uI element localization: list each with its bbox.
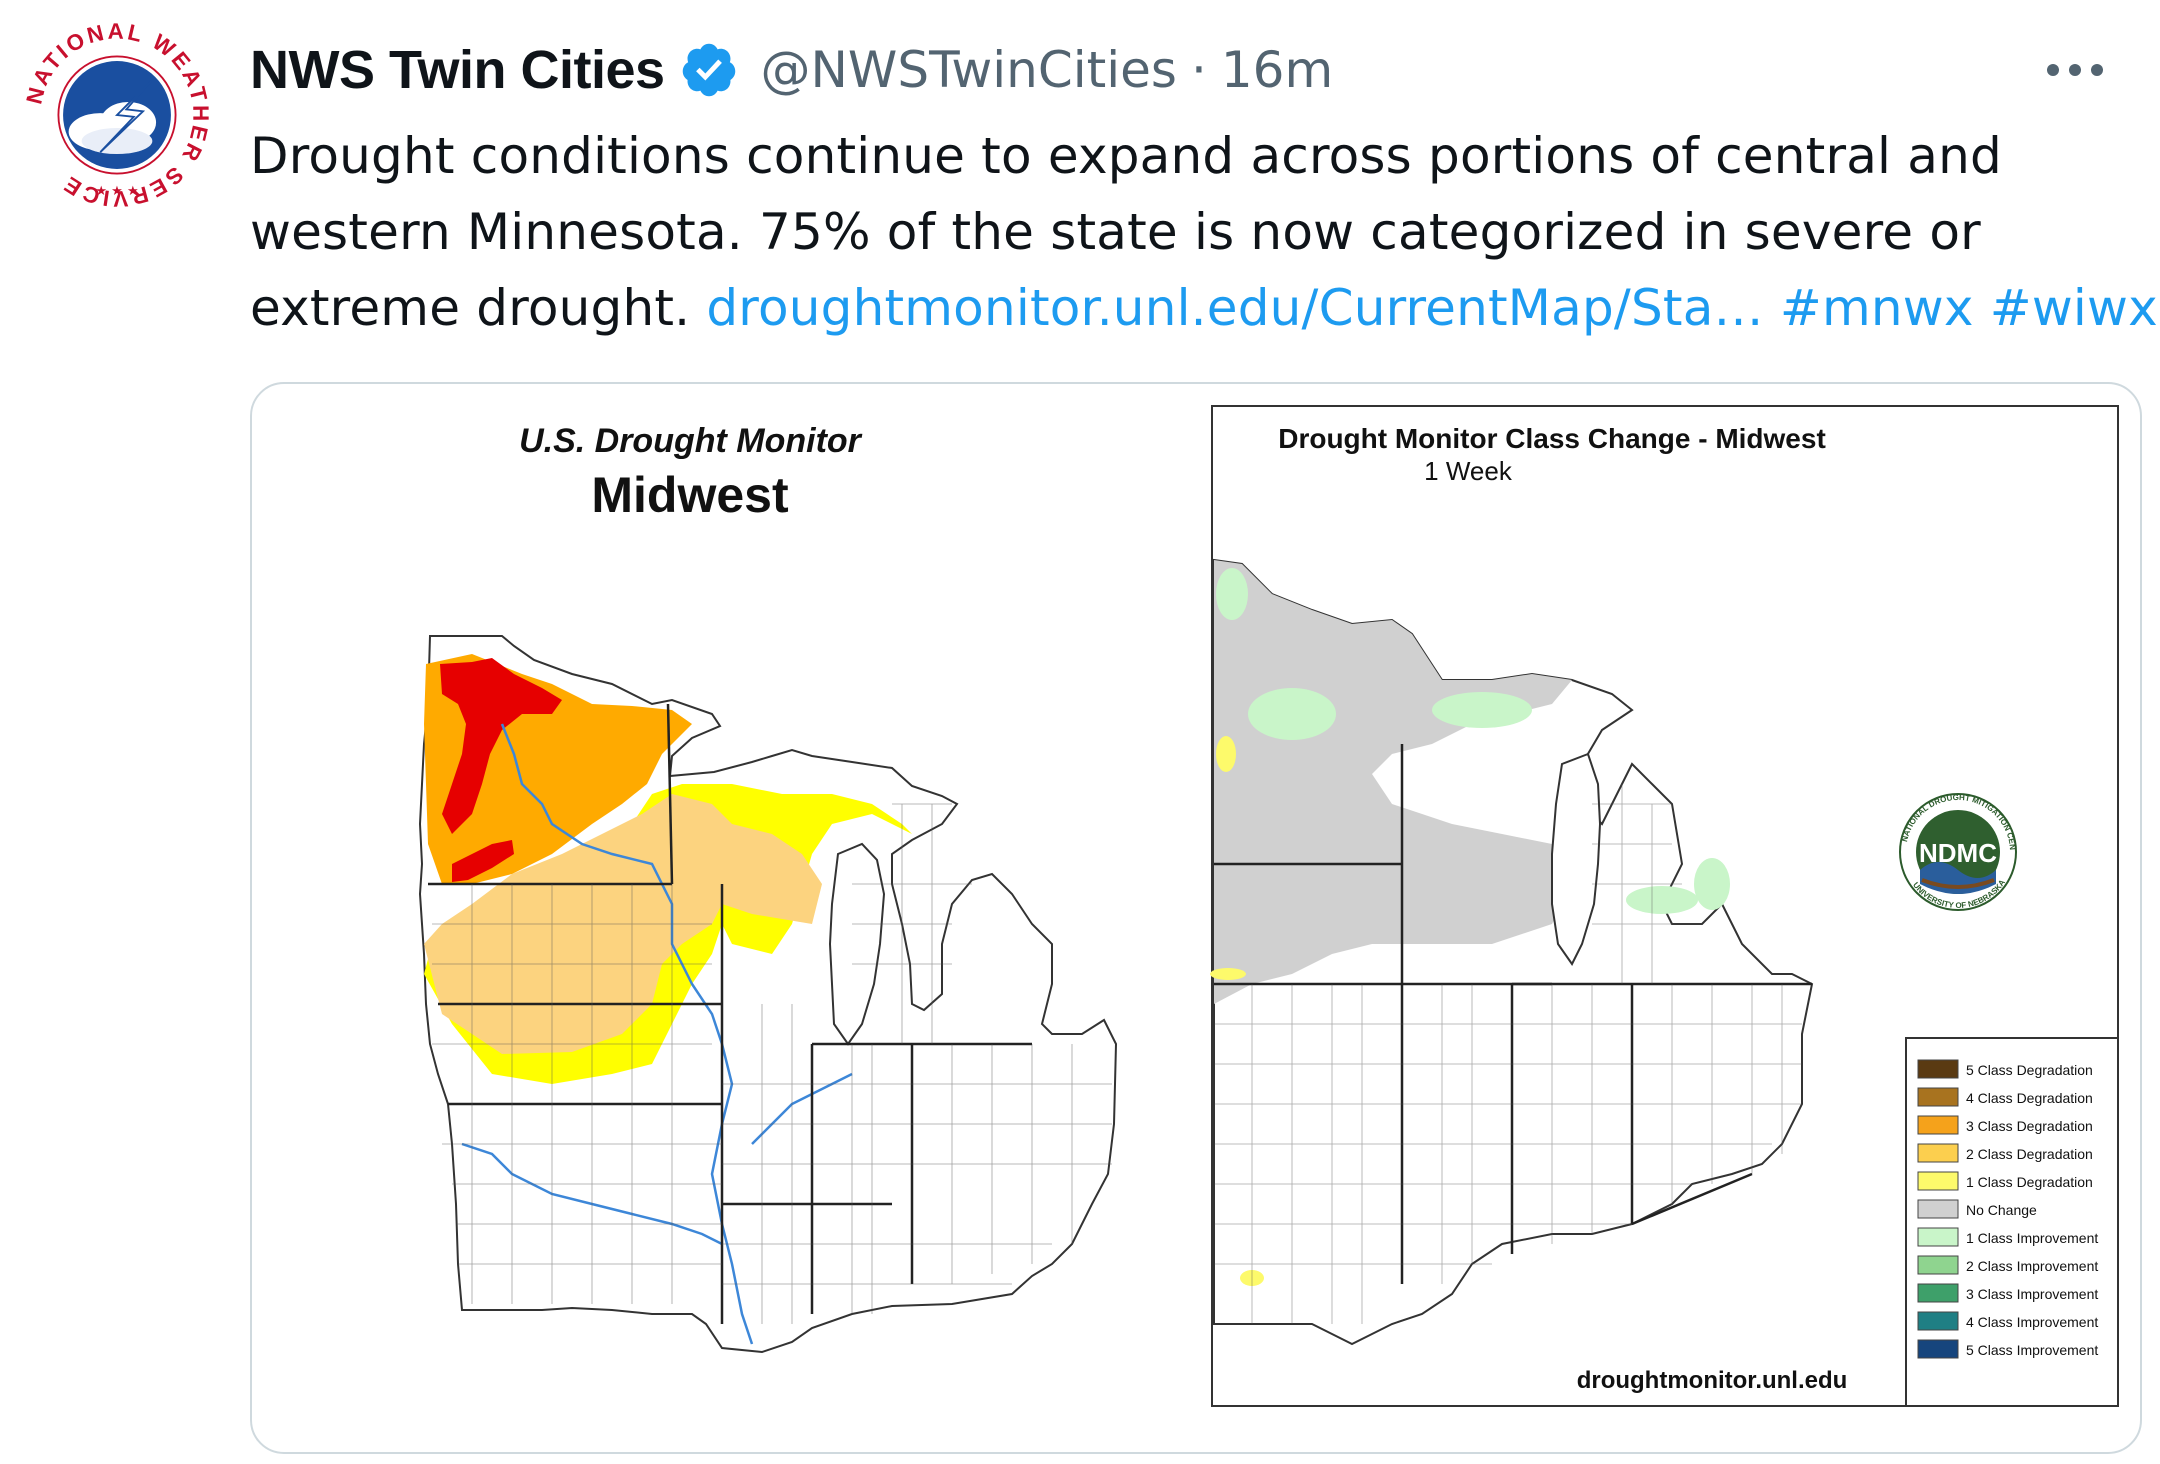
legend-swatch	[1917, 1283, 1959, 1303]
right-map-no-change-area	[1214, 560, 1582, 1004]
hashtag-mnwx[interactable]: #mnwx	[1779, 279, 1974, 337]
tweet-timestamp[interactable]: 16m	[1220, 41, 1334, 99]
display-name[interactable]: NWS Twin Cities	[250, 40, 665, 100]
legend-swatch	[1917, 1143, 1959, 1163]
more-dots-icon	[2047, 64, 2103, 76]
legend-label: No Change	[1966, 1202, 2037, 1218]
legend-swatch	[1917, 1339, 1959, 1359]
legend-item: 4 Class Degradation	[1917, 1087, 2093, 1107]
tweet-text-line-3: extreme drought. droughtmonitor.unl.edu/…	[250, 270, 2158, 346]
legend-item: No Change	[1917, 1199, 2037, 1219]
left-map-subtitle: Midwest	[591, 467, 789, 523]
legend-label: 4 Class Improvement	[1966, 1314, 2098, 1330]
legend-item: 3 Class Degradation	[1917, 1115, 2093, 1135]
tweet-text-line-2: western Minnesota. 75% of the state is n…	[250, 203, 1981, 261]
more-options-button[interactable]	[2040, 30, 2110, 110]
drought-maps-image: U.S. Drought Monitor Midwest	[252, 384, 2119, 1407]
right-map-county-grid	[1214, 784, 1802, 1324]
legend-label: 4 Class Degradation	[1966, 1090, 2093, 1106]
left-map-title: U.S. Drought Monitor	[519, 422, 863, 460]
source-url: droughtmonitor.unl.edu	[1577, 1367, 1848, 1394]
legend-item: 5 Class Improvement	[1917, 1339, 2098, 1359]
tweet-media-image[interactable]: U.S. Drought Monitor Midwest	[250, 382, 2142, 1454]
hashtag-wiwx[interactable]: #wiwx	[1989, 279, 2158, 337]
right-map-lake-michigan	[1551, 752, 1602, 966]
left-map-lake-michigan	[828, 842, 886, 1046]
left-map-county-grid	[432, 803, 1112, 1324]
nws-logo-avatar[interactable]: NATIONAL WEATHER SERVICE ★ ★ ★	[24, 22, 210, 208]
left-map-drought-d3	[440, 658, 562, 834]
legend-swatch	[1917, 1087, 1959, 1107]
legend-swatch	[1917, 1255, 1959, 1275]
legend-item: 2 Class Degradation	[1917, 1143, 2093, 1163]
left-map-river-ohio	[751, 1072, 853, 1145]
legend-label: 3 Class Degradation	[1966, 1118, 2093, 1134]
legend-items: 5 Class Degradation 4 Class Degradation 3 …	[1917, 1059, 2098, 1359]
verified-badge-icon	[682, 43, 735, 97]
left-map-state-borders	[428, 703, 1032, 1324]
tweet-text-plain: extreme drought.	[250, 279, 707, 337]
legend-item: 4 Class Improvement	[1917, 1311, 2098, 1331]
left-drought-map: U.S. Drought Monitor Midwest	[418, 422, 1118, 1354]
left-map-drought-d3-lower	[452, 840, 514, 882]
legend-item: 5 Class Degradation	[1917, 1059, 2093, 1079]
ndmc-logo-text: NDMC	[1919, 838, 1997, 868]
legend-swatch	[1917, 1115, 1959, 1135]
legend-swatch	[1917, 1059, 1959, 1079]
legend-swatch	[1917, 1171, 1959, 1191]
legend-item: 3 Class Improvement	[1917, 1283, 2098, 1303]
legend-item: 1 Class Improvement	[1917, 1227, 2098, 1247]
legend-item: 2 Class Improvement	[1917, 1255, 2098, 1275]
legend-label: 5 Class Degradation	[1966, 1062, 2093, 1078]
tweet-text: Drought conditions continue to expand ac…	[250, 118, 2158, 346]
legend-item: 1 Class Degradation	[1917, 1171, 2093, 1191]
legend-label: 3 Class Improvement	[1966, 1286, 2098, 1302]
tweet-text-line-1: Drought conditions continue to expand ac…	[250, 127, 2002, 185]
right-map-title: Drought Monitor Class Change - Midwest	[1278, 423, 1826, 454]
user-handle[interactable]: @NWSTwinCities	[760, 41, 1177, 99]
legend-swatch	[1917, 1199, 1959, 1219]
legend-label: 1 Class Degradation	[1966, 1174, 2093, 1190]
svg-text:★ ★ ★: ★ ★ ★	[95, 184, 138, 199]
legend-swatch	[1917, 1311, 1959, 1331]
separator-dot: ·	[1190, 41, 1207, 99]
right-map-subtitle: 1 Week	[1424, 456, 1513, 486]
right-map-improvement-areas	[1216, 568, 1730, 914]
legend-label: 1 Class Improvement	[1966, 1230, 2098, 1246]
legend-swatch	[1917, 1227, 1959, 1247]
drought-monitor-link[interactable]: droughtmonitor.unl.edu/CurrentMap/Sta…	[706, 279, 1764, 337]
tweet-header: NWS Twin Cities @NWSTwinCities · 16m	[250, 30, 2120, 110]
legend-label: 2 Class Degradation	[1966, 1146, 2093, 1162]
legend-label: 2 Class Improvement	[1966, 1258, 2098, 1274]
legend-label: 5 Class Improvement	[1966, 1342, 2098, 1358]
